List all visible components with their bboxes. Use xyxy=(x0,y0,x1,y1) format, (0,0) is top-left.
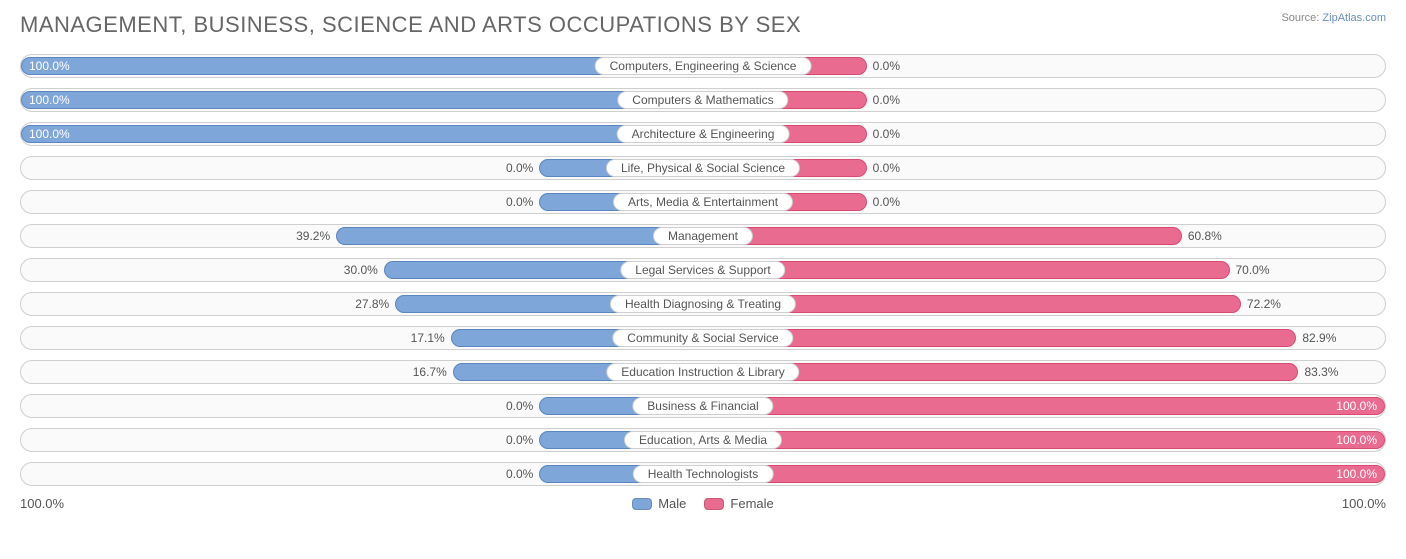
male-bar xyxy=(21,125,703,143)
female-pct-label: 100.0% xyxy=(1336,467,1377,481)
chart-row: 0.0% 0.0% Life, Physical & Social Science xyxy=(20,156,1386,180)
female-pct-label: 70.0% xyxy=(1236,263,1270,277)
male-pct-label: 0.0% xyxy=(506,467,533,481)
legend: Male Female xyxy=(632,496,774,511)
category-label: Education, Arts & Media xyxy=(624,431,782,449)
female-pct-label: 83.3% xyxy=(1304,365,1338,379)
female-swatch xyxy=(704,498,724,510)
male-pct-label: 30.0% xyxy=(344,263,378,277)
legend-female: Female xyxy=(704,496,773,511)
category-label: Computers, Engineering & Science xyxy=(595,57,812,75)
chart-row: 27.8% 72.2% Health Diagnosing & Treating xyxy=(20,292,1386,316)
axis-right-label: 100.0% xyxy=(1342,496,1386,511)
male-bar xyxy=(21,91,703,109)
male-pct-label: 0.0% xyxy=(506,195,533,209)
category-label: Legal Services & Support xyxy=(620,261,785,279)
chart-row: 0.0% 100.0% Education, Arts & Media xyxy=(20,428,1386,452)
chart-row: 100.0% 0.0% Computers, Engineering & Scien… xyxy=(20,54,1386,78)
category-label: Architecture & Engineering xyxy=(617,125,790,143)
category-label: Business & Financial xyxy=(632,397,773,415)
male-pct-label: 0.0% xyxy=(506,433,533,447)
female-pct-label: 72.2% xyxy=(1247,297,1281,311)
male-pct-label: 17.1% xyxy=(411,331,445,345)
female-pct-label: 100.0% xyxy=(1336,399,1377,413)
female-pct-label: 0.0% xyxy=(873,195,900,209)
male-pct-label: 0.0% xyxy=(506,399,533,413)
chart-row: 0.0% 0.0% Arts, Media & Entertainment xyxy=(20,190,1386,214)
female-pct-label: 82.9% xyxy=(1302,331,1336,345)
female-pct-label: 60.8% xyxy=(1188,229,1222,243)
chart-title: MANAGEMENT, BUSINESS, SCIENCE AND ARTS O… xyxy=(20,12,801,38)
male-pct-label: 39.2% xyxy=(296,229,330,243)
occupations-chart: 100.0% 0.0% Computers, Engineering & Scien… xyxy=(20,54,1386,486)
category-label: Life, Physical & Social Science xyxy=(606,159,800,177)
axis-left-label: 100.0% xyxy=(20,496,64,511)
male-pct-label: 16.7% xyxy=(413,365,447,379)
female-bar xyxy=(703,431,1385,449)
male-pct-label: 100.0% xyxy=(29,93,70,107)
chart-source: Source: ZipAtlas.com xyxy=(1281,12,1386,24)
female-pct-label: 0.0% xyxy=(873,93,900,107)
category-label: Education Instruction & Library xyxy=(606,363,799,381)
male-pct-label: 27.8% xyxy=(355,297,389,311)
chart-row: 39.2% 60.8% Management xyxy=(20,224,1386,248)
female-bar xyxy=(703,397,1385,415)
category-label: Health Diagnosing & Treating xyxy=(610,295,796,313)
legend-male-label: Male xyxy=(658,496,686,511)
chart-row: 0.0% 100.0% Business & Financial xyxy=(20,394,1386,418)
category-label: Computers & Mathematics xyxy=(617,91,788,109)
male-pct-label: 0.0% xyxy=(506,161,533,175)
female-pct-label: 0.0% xyxy=(873,59,900,73)
male-pct-label: 100.0% xyxy=(29,59,70,73)
female-pct-label: 0.0% xyxy=(873,161,900,175)
category-label: Health Technologists xyxy=(633,465,774,483)
female-pct-label: 0.0% xyxy=(873,127,900,141)
chart-row: 17.1% 82.9% Community & Social Service xyxy=(20,326,1386,350)
category-label: Community & Social Service xyxy=(612,329,793,347)
chart-row: 100.0% 0.0% Architecture & Engineering xyxy=(20,122,1386,146)
male-pct-label: 100.0% xyxy=(29,127,70,141)
chart-header: MANAGEMENT, BUSINESS, SCIENCE AND ARTS O… xyxy=(20,12,1386,38)
female-pct-label: 100.0% xyxy=(1336,433,1377,447)
chart-row: 16.7% 83.3% Education Instruction & Librar… xyxy=(20,360,1386,384)
legend-male: Male xyxy=(632,496,686,511)
chart-row: 0.0% 100.0% Health Technologists xyxy=(20,462,1386,486)
female-bar xyxy=(703,227,1182,245)
source-label: Source: xyxy=(1281,12,1319,24)
source-value: ZipAtlas.com xyxy=(1322,12,1386,24)
chart-footer: 100.0% Male Female 100.0% xyxy=(20,496,1386,511)
female-bar xyxy=(703,465,1385,483)
category-label: Management xyxy=(653,227,753,245)
male-swatch xyxy=(632,498,652,510)
chart-row: 100.0% 0.0% Computers & Mathematics xyxy=(20,88,1386,112)
male-bar xyxy=(336,227,703,245)
chart-row: 30.0% 70.0% Legal Services & Support xyxy=(20,258,1386,282)
category-label: Arts, Media & Entertainment xyxy=(613,193,793,211)
legend-female-label: Female xyxy=(730,496,773,511)
